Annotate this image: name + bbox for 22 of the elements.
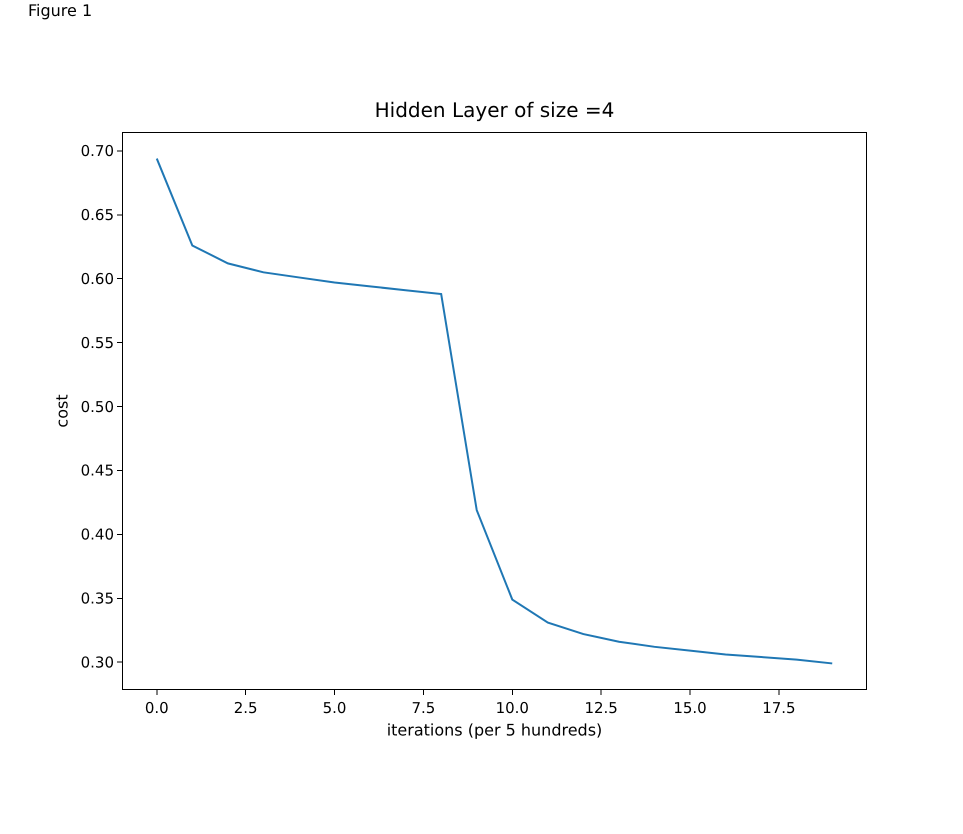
chart-title: Hidden Layer of size =4 xyxy=(374,98,614,122)
x-tick-label: 2.5 xyxy=(234,699,258,717)
y-tick-label: 0.65 xyxy=(80,206,114,224)
caption: Figure 1 xyxy=(28,1,92,20)
x-tick-label: 17.5 xyxy=(762,699,796,717)
y-tick-label: 0.35 xyxy=(80,590,114,608)
y-tick-label: 0.70 xyxy=(80,142,114,160)
y-tick-label: 0.55 xyxy=(80,334,114,352)
y-tick-label: 0.40 xyxy=(80,526,114,544)
y-tick-label: 0.50 xyxy=(80,398,114,416)
y-tick-label: 0.60 xyxy=(80,270,114,288)
y-tick-label: 0.45 xyxy=(80,462,114,480)
x-tick-label: 7.5 xyxy=(411,699,436,717)
x-tick-label: 0.0 xyxy=(144,699,169,717)
y-axis-title: cost xyxy=(52,394,72,428)
line-series xyxy=(156,158,834,664)
x-tick-label: 12.5 xyxy=(584,699,618,717)
x-tick-label: 15.0 xyxy=(673,699,707,717)
x-tick-label: 5.0 xyxy=(322,699,346,717)
x-tick-label: 10.0 xyxy=(496,699,529,717)
x-axis-title: iterations (per 5 hundreds) xyxy=(386,720,602,740)
y-tick-label: 0.30 xyxy=(80,653,114,672)
